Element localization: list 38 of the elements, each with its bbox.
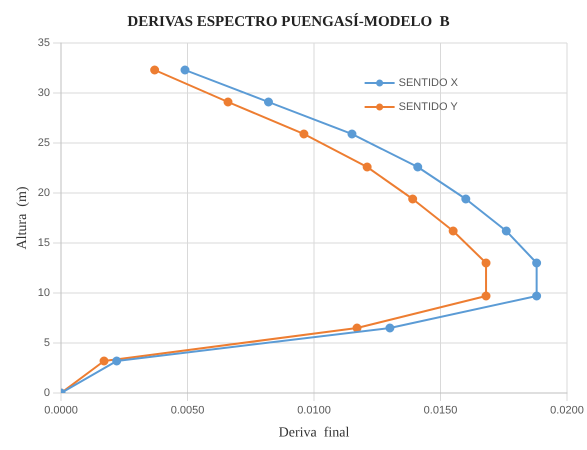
point	[502, 226, 511, 236]
point	[461, 194, 470, 204]
point	[448, 226, 458, 236]
point	[352, 324, 362, 332]
point	[408, 194, 418, 204]
point	[100, 356, 109, 366]
chart-title: DERIVAS ESPECTRO PUENGASÍ-MODELO B	[127, 12, 450, 30]
x-tick-label: 0.0150	[424, 404, 458, 417]
point	[299, 130, 308, 138]
y-tick-label: 15	[38, 237, 50, 250]
y-tick-label: 25	[38, 137, 50, 150]
point	[150, 66, 160, 74]
point	[482, 292, 491, 300]
y-tick-label: 30	[38, 87, 50, 100]
point	[413, 162, 422, 172]
y-tick-label: 10	[38, 287, 50, 300]
x-tick-label: 0.0200	[550, 404, 584, 417]
y-tick-label: 35	[38, 37, 50, 50]
y-tick-label: 5	[44, 337, 50, 350]
point	[482, 258, 491, 268]
point	[532, 292, 542, 300]
point	[264, 98, 273, 106]
point	[347, 130, 356, 138]
point	[385, 324, 394, 332]
y-axis-title: Altura (m)	[15, 186, 30, 250]
point	[180, 66, 190, 74]
x-tick-label: 0.0050	[170, 404, 204, 417]
point	[532, 258, 542, 268]
legend-label: SENTIDO Y	[398, 101, 458, 114]
x-tick-label: 0.0000	[44, 404, 78, 417]
x-axis-title: Deriva final	[278, 425, 350, 440]
y-tick-label: 0	[44, 387, 50, 400]
y-tick-label: 20	[38, 187, 50, 200]
point	[224, 98, 233, 106]
legend-label: SENTIDO X	[398, 77, 459, 90]
x-tick-label: 0.0100	[297, 404, 331, 417]
point	[112, 356, 122, 366]
point	[362, 162, 372, 172]
